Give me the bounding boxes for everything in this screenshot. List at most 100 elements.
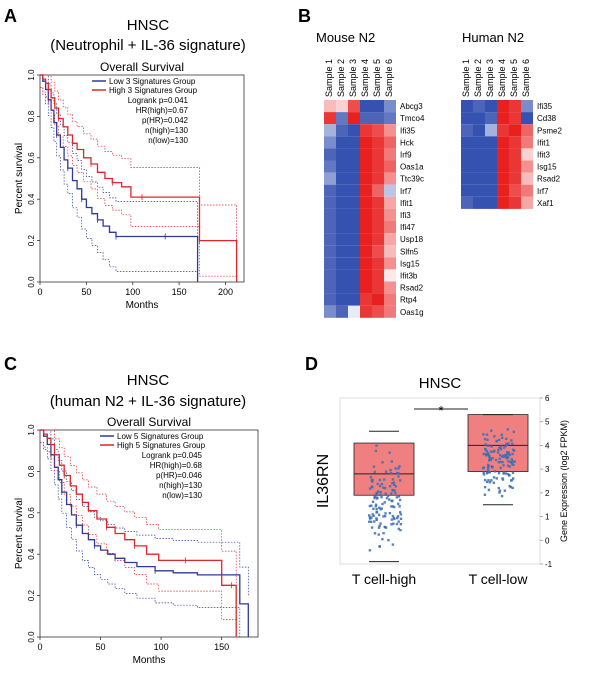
- data-point: [511, 452, 514, 456]
- data-point: [375, 511, 378, 514]
- heatmap-cell: [360, 184, 372, 197]
- data-point: [397, 495, 401, 498]
- heatmap-cell: [473, 184, 485, 197]
- heatmap-cell: [372, 196, 384, 209]
- data-point: [381, 502, 384, 506]
- heatmap-cell: [372, 160, 384, 173]
- heatmap-row-label: Ifit1: [537, 138, 550, 147]
- data-point: [511, 448, 515, 451]
- heatmap-cell: [360, 160, 372, 173]
- heatmap-cell: [384, 124, 396, 137]
- heatmap-cell: [384, 112, 396, 125]
- y-tick-label: 0.8: [27, 465, 36, 477]
- x-tick-label: 50: [96, 642, 106, 652]
- data-point: [388, 485, 392, 488]
- heatmap-cell: [348, 112, 360, 125]
- heatmap-cell: [485, 112, 497, 125]
- survival-line-low: [40, 429, 249, 637]
- y-tick-label: 0.4: [27, 193, 36, 205]
- data-point: [393, 517, 396, 521]
- heatmap-cell: [485, 196, 497, 209]
- x-axis-label: Months: [126, 300, 159, 311]
- data-point: [508, 484, 511, 488]
- data-point: [397, 520, 400, 523]
- heatmap-cell: [336, 184, 348, 197]
- heatmap-cell: [461, 112, 473, 125]
- data-point: [391, 499, 394, 502]
- stat-label: n(high)=130: [145, 126, 188, 135]
- heatmap-cell: [485, 148, 497, 161]
- heatmap-column-label: Sample 5: [509, 59, 519, 97]
- data-point: [487, 488, 491, 492]
- heatmap-cell: [324, 221, 336, 234]
- survival-chart-a: Overall Survival 0.0 0.2 0.4 0.6 0.8 1.0 0 50 100…: [14, 60, 245, 311]
- heatmap-cell: [509, 160, 521, 173]
- data-point: [504, 455, 508, 458]
- data-point: [375, 517, 378, 520]
- data-point: [377, 513, 381, 517]
- heatmap-cell: [360, 257, 372, 270]
- heatmap-cell: [497, 196, 509, 209]
- heatmap-cell: [384, 196, 396, 209]
- heatmap-cell: [336, 221, 348, 234]
- data-point: [506, 443, 509, 446]
- heatmap-cell: [336, 233, 348, 246]
- heatmap-cell: [497, 172, 509, 185]
- data-point: [378, 484, 382, 488]
- heatmap-column-label: Sample 5: [372, 59, 382, 97]
- data-point: [377, 490, 380, 493]
- heatmap-cell: [521, 148, 533, 161]
- x-tick-label: 0: [37, 287, 42, 297]
- heatmap-cell: [360, 245, 372, 258]
- data-point: [368, 549, 372, 552]
- heatmap-column-label: Sample 1: [324, 59, 334, 97]
- heatmap-cell: [521, 196, 533, 209]
- heatmap-cell: [473, 172, 485, 185]
- y-tick-label: 0.2: [27, 234, 36, 246]
- data-point: [497, 448, 500, 452]
- y-tick-label: 6: [545, 394, 550, 403]
- data-point: [393, 489, 396, 492]
- data-point: [395, 496, 399, 499]
- stat-label: n(low)=130: [148, 136, 188, 145]
- x-tick-label: 100: [125, 287, 140, 297]
- heatmap-cell: [348, 172, 360, 185]
- data-point: [491, 457, 494, 460]
- data-point: [373, 496, 376, 500]
- heatmap-cell: [473, 160, 485, 173]
- heatmap-cell: [336, 112, 348, 125]
- heatmap-cell: [372, 124, 384, 137]
- heatmap-row-label: Irf7: [400, 187, 412, 196]
- heatmap-cell: [336, 257, 348, 270]
- data-point: [368, 514, 371, 517]
- data-point: [370, 504, 373, 507]
- heatmap-cell: [372, 269, 384, 282]
- data-point: [497, 486, 500, 490]
- heatmap-cell: [497, 136, 509, 149]
- legend-entry: High 3 Signatures Group: [109, 86, 198, 95]
- data-point: [372, 514, 375, 517]
- data-point: [372, 465, 376, 468]
- heatmap-row-label: Isg15: [400, 259, 420, 268]
- data-point: [368, 520, 371, 523]
- heatmap-cell: [461, 172, 473, 185]
- y-axis-label: Percent survival: [14, 498, 25, 569]
- data-point: [484, 447, 487, 451]
- heatmap-cell: [324, 100, 336, 113]
- data-point: [375, 444, 378, 447]
- panel-letter-d: D: [305, 354, 318, 374]
- x-tick-label: 50: [81, 287, 91, 297]
- data-point: [383, 478, 386, 481]
- heatmap-cell: [509, 124, 521, 137]
- heatmap-cell: [372, 100, 384, 113]
- data-point: [392, 522, 395, 525]
- data-point: [494, 458, 498, 462]
- data-point: [382, 515, 385, 518]
- heatmap-cell: [324, 112, 336, 125]
- data-point: [511, 486, 514, 490]
- data-point: [507, 451, 511, 454]
- data-point: [386, 494, 390, 498]
- data-point: [392, 489, 395, 492]
- heatmap-cell: [384, 221, 396, 234]
